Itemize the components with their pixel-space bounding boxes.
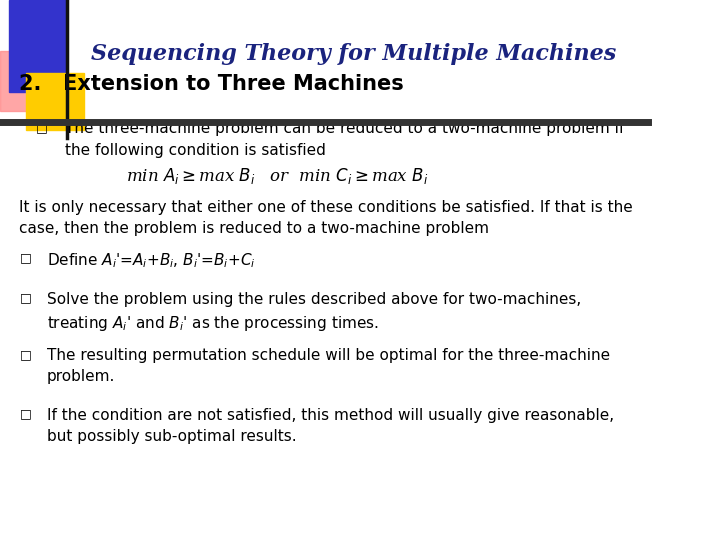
Text: The three-machine problem can be reduced to a two-machine problem if
the followi: The three-machine problem can be reduced…: [65, 122, 624, 158]
Bar: [0, 51, 42, 111]
Text: □: □: [19, 251, 31, 264]
Text: □: □: [19, 348, 31, 361]
Bar: [9, 0, 68, 92]
Bar: [26, 73, 84, 130]
Text: Define $A_i$'=$A_i$+$B_i$, $B_i$'=$B_i$+$C_i$: Define $A_i$'=$A_i$+$B_i$, $B_i$'=$B_i$+…: [47, 251, 256, 270]
Text: □: □: [35, 122, 48, 134]
Text: Solve the problem using the rules described above for two-machines,
treating $A_: Solve the problem using the rules descri…: [47, 292, 581, 333]
Text: Sequencing Theory for Multiple Machines: Sequencing Theory for Multiple Machines: [91, 43, 616, 65]
Text: It is only necessary that either one of these conditions be satisfied. If that i: It is only necessary that either one of …: [19, 200, 633, 236]
Text: If the condition are not satisfied, this method will usually give reasonable,
bu: If the condition are not satisfied, this…: [47, 408, 613, 444]
Text: The resulting permutation schedule will be optimal for the three-machine
problem: The resulting permutation schedule will …: [47, 348, 610, 384]
Text: □: □: [19, 292, 31, 305]
Text: min $A_i\geq$max $B_i$   or  min $C_i\geq$max $B_i$: min $A_i\geq$max $B_i$ or min $C_i\geq$m…: [126, 166, 428, 186]
Text: 2.   Extension to Three Machines: 2. Extension to Three Machines: [19, 73, 404, 94]
Text: □: □: [19, 408, 31, 421]
